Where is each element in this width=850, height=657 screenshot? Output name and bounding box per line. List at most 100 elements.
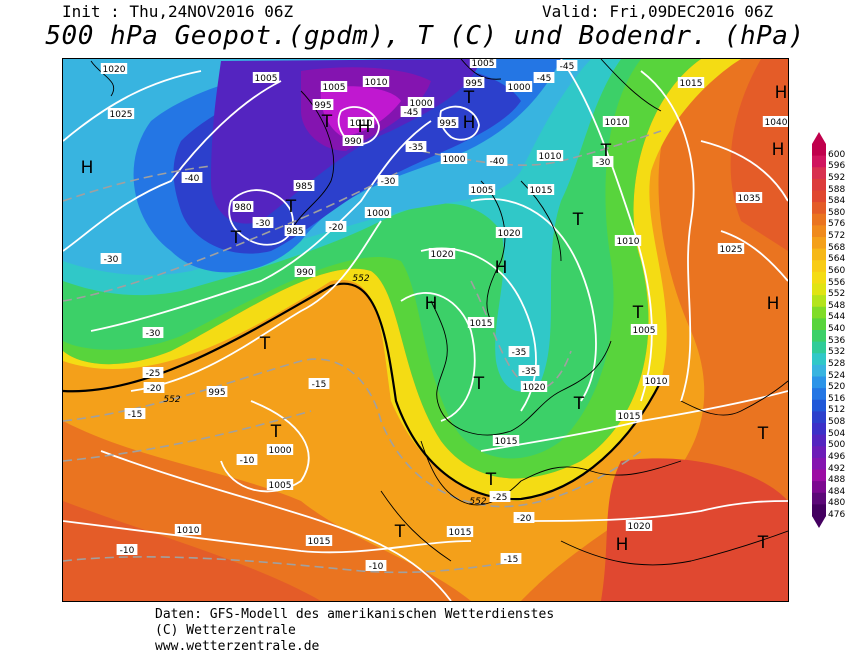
pressure-label-text: 995: [439, 119, 456, 129]
scale-swatch: [812, 306, 826, 319]
pressure-label: 985: [293, 180, 315, 192]
pressure-label-text: 1010: [177, 526, 200, 536]
credit-website[interactable]: www.wetterzentrale.de: [155, 639, 320, 654]
geopotential-label: 552: [469, 497, 486, 507]
scale-swatch: [812, 190, 826, 203]
temperature-label: -45: [556, 60, 578, 72]
scale-swatch: [812, 144, 826, 157]
init-time: Init : Thu,24NOV2016 06Z: [62, 2, 294, 21]
temperature-label: -40: [486, 155, 508, 167]
pressure-label: 1035: [735, 192, 763, 204]
temperature-label-text: -25: [493, 493, 508, 503]
low-pressure-marker: T: [573, 394, 585, 414]
temperature-label: -35: [405, 141, 427, 153]
pressure-label-text: 1015: [470, 319, 493, 329]
scale-arrow-top: [812, 132, 826, 144]
temperature-label-text: -30: [256, 219, 271, 229]
temperature-label-text: -10: [240, 456, 255, 466]
pressure-label-text: 1000: [508, 83, 531, 93]
low-pressure-marker: T: [600, 141, 612, 161]
scale-tick-label: 512: [828, 405, 846, 416]
pressure-label-text: 1020: [431, 250, 454, 260]
scale-tick-label: 532: [828, 347, 846, 358]
pressure-label: 1000: [364, 207, 392, 219]
temperature-label: -35: [518, 365, 540, 377]
scale-swatch: [812, 492, 826, 505]
scale-swatch: [812, 353, 826, 366]
temperature-label: -10: [365, 560, 387, 572]
pressure-label: 1015: [615, 410, 643, 422]
temperature-label-text: -20: [517, 514, 532, 524]
high-pressure-marker: H: [463, 113, 476, 133]
temperature-label: -25: [142, 367, 164, 379]
pressure-label-text: 1015: [495, 437, 518, 447]
pressure-label: 1010: [602, 116, 630, 128]
pressure-label: 1025: [107, 108, 135, 120]
temperature-label-text: -45: [537, 74, 552, 84]
temperature-label: -10: [116, 544, 138, 556]
scale-swatch: [812, 271, 826, 284]
pressure-label-text: 985: [295, 182, 312, 192]
scale-arrow-bottom: [812, 516, 826, 528]
field-hot-se: [601, 458, 788, 601]
scale-swatch: [812, 469, 826, 482]
scale-swatch: [812, 178, 826, 191]
temperature-label: -30: [100, 253, 122, 265]
weather-map: 1020 1005 1005 1010 1005 995 1000 1015 995 1000 10…: [62, 58, 789, 602]
geopotential-label: 552: [352, 274, 369, 284]
pressure-label: 995: [206, 386, 228, 398]
scale-tick-label: 504: [828, 428, 846, 439]
temperature-label: -20: [513, 512, 535, 524]
pressure-label-text: 1025: [110, 110, 133, 120]
pressure-label-text: 1015: [530, 186, 553, 196]
temperature-label-text: -25: [146, 369, 161, 379]
temperature-label-text: -15: [504, 555, 519, 565]
field-core: [320, 86, 401, 136]
pressure-label-text: 995: [208, 388, 225, 398]
temperature-label-text: -35: [522, 367, 537, 377]
field-hot-sw: [63, 501, 321, 601]
color-scale: [812, 132, 826, 532]
scale-tick-label: 552: [828, 289, 846, 300]
scale-tick-label: 580: [828, 207, 846, 218]
valid-time: Valid: Fri,09DEC2016 06Z: [542, 2, 774, 21]
pressure-label-text: 995: [314, 101, 331, 111]
scale-tick-label: 520: [828, 382, 846, 393]
pressure-label-text: 995: [465, 79, 482, 89]
pressure-label-text: 1010: [645, 377, 668, 387]
temperature-label: -10: [236, 454, 258, 466]
map-canvas: 1020 1005 1005 1010 1005 995 1000 1015 995 1000 10…: [63, 59, 788, 601]
scale-tick-label: 548: [828, 300, 846, 311]
scale-tick-label: 584: [828, 196, 846, 207]
scale-tick-label: 592: [828, 172, 846, 183]
low-pressure-marker: T: [321, 112, 333, 132]
low-pressure-marker: T: [757, 424, 769, 444]
temperature-label-text: -35: [512, 348, 527, 358]
pressure-label: 1005: [252, 72, 280, 84]
color-scale-bar: [812, 132, 826, 528]
temperature-label-text: -45: [560, 62, 575, 72]
temperature-label-text: -10: [369, 562, 384, 572]
pressure-label: 1000: [505, 81, 533, 93]
high-pressure-marker: H: [775, 83, 788, 103]
temperature-label: -15: [308, 378, 330, 390]
pressure-label: 1005: [468, 184, 496, 196]
pressure-label: 1020: [495, 227, 523, 239]
scale-tick-label: 500: [828, 440, 846, 451]
temperature-label: -15: [500, 553, 522, 565]
pressure-label-text: 1020: [523, 383, 546, 393]
low-pressure-marker: T: [270, 422, 282, 442]
pressure-label: 1010: [347, 117, 375, 129]
pressure-label-text: 1035: [738, 194, 761, 204]
pressure-label-text: 1000: [410, 99, 433, 109]
low-pressure-marker: T: [394, 522, 406, 542]
pressure-label-text: 1025: [720, 245, 743, 255]
temperature-label-text: -40: [185, 174, 200, 184]
high-pressure-marker: H: [358, 117, 371, 137]
pressure-label: 1020: [428, 248, 456, 260]
scale-tick-label: 540: [828, 324, 846, 334]
pressure-label: 1020: [520, 381, 548, 393]
credit-data-source: Daten: GFS-Modell des amerikanischen Wet…: [155, 607, 555, 622]
pressure-label: 1010: [362, 76, 390, 88]
pressure-label-text: 1005: [269, 481, 292, 491]
